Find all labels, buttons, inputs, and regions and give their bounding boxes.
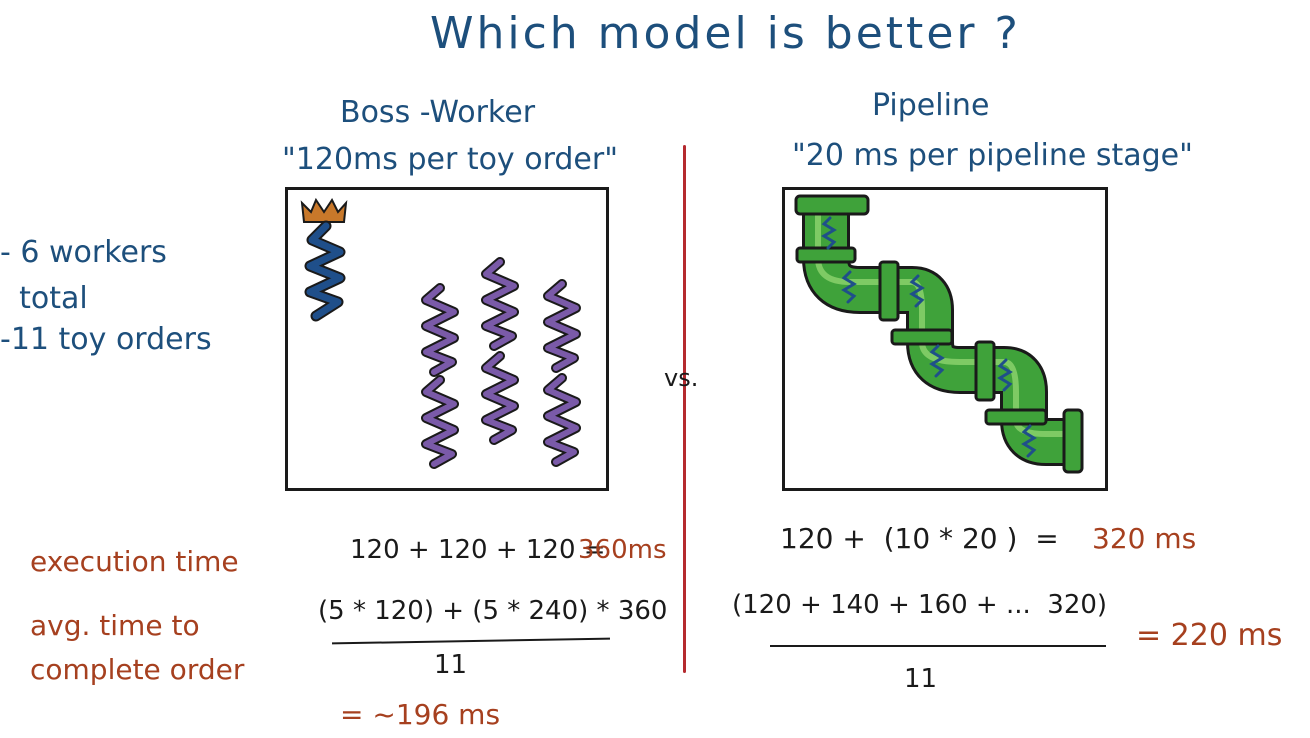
pipeline-heading: Pipeline (872, 88, 990, 123)
boss-worker-avg-numerator: (5 * 120) + (5 * 240) * 360 (318, 596, 668, 626)
boss-worker-avg-result: = ~196 ms (340, 698, 500, 731)
page-title: Which model is better ? (430, 8, 1021, 59)
worker-thread-icon (421, 375, 459, 469)
pipeline-avg-numerator: (120 + 140 + 160 + ... 320) (732, 590, 1108, 620)
vs-divider-line (683, 145, 686, 673)
boss-worker-exec-result: 360ms (578, 535, 667, 565)
execution-time-label: execution time (30, 545, 239, 578)
pipeline-exec-equation: 120 + (10 * 20 ) = (780, 522, 1059, 555)
boss-worker-exec-equation: 120 + 120 + 120 = (350, 535, 606, 565)
boss-worker-subtitle: "120ms per toy order" (282, 142, 619, 177)
pipeline-pipe-icon (794, 194, 1084, 474)
boss-crown-icon (300, 197, 348, 223)
worker-thread-icon (481, 257, 519, 351)
pipeline-fraction-bar (770, 645, 1106, 647)
vs-label: vs. (664, 364, 699, 392)
worker-thread-icon (543, 279, 581, 373)
worker-thread-icon (543, 373, 581, 467)
pipeline-stage-thread-icon (821, 216, 1037, 458)
boss-worker-avg-denominator: 11 (434, 650, 468, 680)
pipeline-avg-result: = 220 ms (1136, 618, 1283, 653)
pipeline-exec-result: 320 ms (1092, 522, 1197, 555)
note-orders: -11 toy orders (0, 322, 212, 357)
boss-worker-heading: Boss -Worker (340, 95, 536, 130)
pipeline-subtitle: "20 ms per pipeline stage" (792, 138, 1193, 173)
worker-thread-icon (421, 283, 459, 377)
boss-worker-avg-result-text: = ~196 ms (340, 698, 501, 731)
worker-thread-icon (481, 351, 519, 445)
avg-time-label: avg. time to complete order (30, 609, 245, 686)
pipeline-avg-denominator: 11 (904, 664, 938, 694)
note-workers: - 6 workers total (0, 235, 167, 316)
